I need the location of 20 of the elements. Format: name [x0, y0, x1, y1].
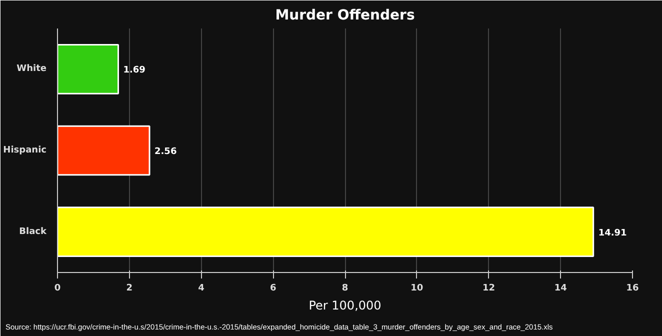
data-label: 1.69	[123, 66, 146, 76]
data-label: 14.91	[598, 228, 627, 238]
x-tick-label: 12	[482, 284, 496, 294]
y-tick-label: White	[16, 64, 46, 74]
x-tick-label: 4	[198, 284, 204, 294]
x-tick-label: 2	[126, 284, 133, 294]
chart-title: Murder Offenders	[275, 8, 415, 24]
bar	[58, 44, 119, 94]
x-tick-label: 14	[554, 284, 567, 294]
bar	[58, 206, 594, 257]
x-tick-label: 0	[54, 284, 61, 294]
data-label: 2.56	[154, 147, 177, 157]
x-axis-title: Per 100,000	[308, 298, 382, 312]
bar	[58, 125, 150, 176]
x-tick-label: 8	[342, 284, 348, 294]
x-tick-label: 16	[626, 284, 639, 294]
x-tick-label: 6	[270, 284, 276, 294]
x-tick-label: 10	[410, 284, 424, 294]
y-tick-label: Black	[19, 226, 48, 237]
y-tick-label: Hispanic	[3, 146, 47, 156]
